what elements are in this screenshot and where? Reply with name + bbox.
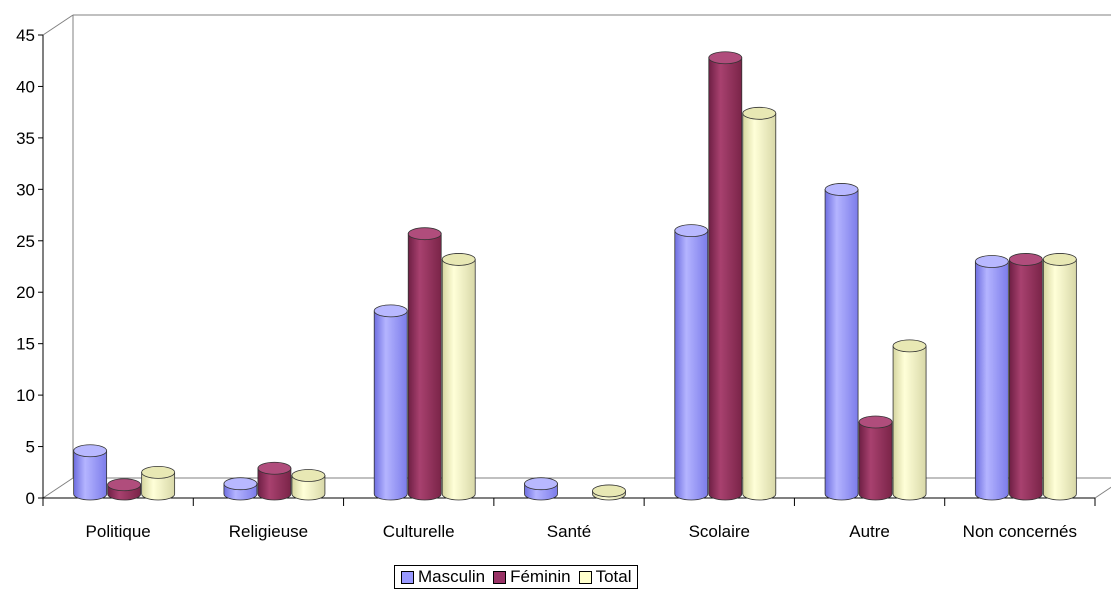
bar-body [675, 231, 708, 500]
bar-body [709, 58, 742, 500]
bar-masculin-3 [525, 478, 558, 500]
bar-total-4 [743, 107, 776, 500]
x-category-label: Religieuse [229, 522, 308, 541]
y-tick-label: 10 [16, 386, 35, 405]
bar-body [374, 311, 407, 500]
bar-masculin-5 [825, 183, 858, 500]
bar-top [1009, 253, 1042, 265]
bar-masculin-4 [675, 225, 708, 500]
bar-top [593, 485, 626, 497]
y-tick-label: 5 [26, 438, 35, 457]
bar-top [893, 340, 926, 352]
bar-body [442, 259, 475, 500]
bar-féminin-6 [1009, 253, 1042, 500]
y-axis: 0 5 10 15 20 25 30 35 40 45 [16, 26, 43, 508]
bar-total-3 [593, 485, 626, 500]
bar-body [975, 261, 1008, 500]
y-tick-label: 25 [16, 232, 35, 251]
bar-top [408, 228, 441, 240]
y-tick-label: 20 [16, 283, 35, 302]
bar-top [525, 478, 558, 490]
bar-masculin-6 [975, 255, 1008, 500]
bar-top [859, 416, 892, 428]
bar-top [374, 305, 407, 317]
bar-top [142, 466, 175, 478]
bar-body [1043, 259, 1076, 500]
bar-top [825, 183, 858, 195]
bar-body [74, 451, 107, 500]
legend-label-masculin: Masculin [418, 567, 485, 587]
x-category-label: Santé [547, 522, 591, 541]
x-category-label: Non concernés [963, 522, 1077, 541]
legend-swatch-masculin [401, 571, 414, 584]
bar-féminin-0 [108, 479, 141, 500]
bars [74, 52, 1077, 500]
bar-body [408, 234, 441, 500]
y-tick-label: 35 [16, 129, 35, 148]
side-wall-top-edge [43, 15, 73, 35]
bar-masculin-1 [224, 478, 257, 500]
bar-total-6 [1043, 253, 1076, 500]
bar-total-2 [442, 253, 475, 500]
bar-féminin-5 [859, 416, 892, 500]
legend-swatch-feminin [493, 571, 506, 584]
y-tick-label: 15 [16, 335, 35, 354]
legend-item-total: Total [579, 567, 632, 587]
bar-total-1 [292, 469, 325, 500]
legend-item-feminin: Féminin [493, 567, 570, 587]
x-category-label: Politique [86, 522, 151, 541]
x-category-label: Culturelle [383, 522, 455, 541]
y-tick-label: 40 [16, 77, 35, 96]
bar-top [292, 469, 325, 481]
bar-top [1043, 253, 1076, 265]
floor-right-edge [1095, 478, 1111, 498]
bar-body [743, 113, 776, 500]
x-axis: Politique Religieuse Culturelle Santé Scolai… [43, 498, 1095, 541]
legend-item-masculin: Masculin [401, 567, 485, 587]
legend-swatch-total [579, 571, 592, 584]
bar-masculin-2 [374, 305, 407, 500]
bar-top [258, 462, 291, 474]
bar-masculin-0 [74, 445, 107, 500]
bar-top [442, 253, 475, 265]
plot-frame [43, 15, 1111, 498]
floor-left-edge [43, 478, 73, 498]
bar-top [743, 107, 776, 119]
bar-top [675, 225, 708, 237]
bar-body [859, 422, 892, 500]
y-tick-label: 0 [26, 489, 35, 508]
bar-body [1009, 259, 1042, 500]
bar-top [108, 479, 141, 491]
legend-label-feminin: Féminin [510, 567, 570, 587]
bar-top [709, 52, 742, 64]
bar-féminin-4 [709, 52, 742, 500]
bar-top [74, 445, 107, 457]
x-category-label: Autre [849, 522, 890, 541]
bar-féminin-1 [258, 462, 291, 500]
bar-body [825, 189, 858, 500]
bar-total-0 [142, 466, 175, 500]
bar-body [893, 346, 926, 500]
y-tick-label: 30 [16, 180, 35, 199]
x-category-label: Scolaire [689, 522, 750, 541]
bar-féminin-2 [408, 228, 441, 500]
bar-total-5 [893, 340, 926, 500]
legend: Masculin Féminin Total [394, 565, 638, 589]
bar-top [975, 255, 1008, 267]
legend-label-total: Total [596, 567, 632, 587]
y-tick-label: 45 [16, 26, 35, 45]
bar-top [224, 478, 257, 490]
